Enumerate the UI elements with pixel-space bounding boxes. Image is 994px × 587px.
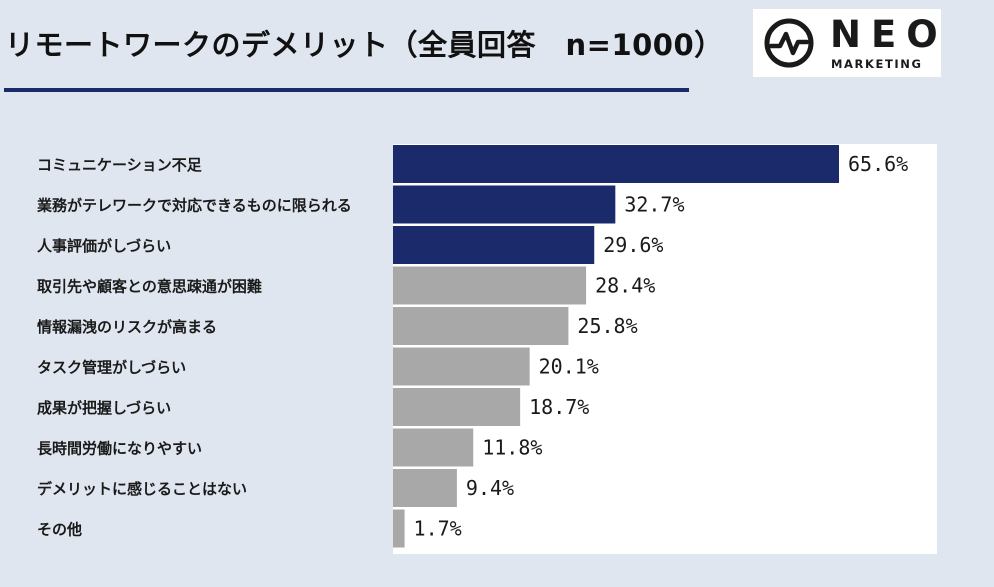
category-label-2: 人事評価がしづらい (37, 237, 171, 255)
bar-7 (393, 428, 474, 467)
value-label-5: 20.1% (539, 355, 599, 379)
logo-wordmark: NEO (830, 13, 948, 56)
value-label-3: 28.4% (595, 274, 655, 298)
value-label-0: 65.6% (848, 152, 908, 176)
bar-1 (393, 185, 616, 224)
pulse-circle-icon (764, 18, 814, 68)
value-label-7: 11.8% (482, 436, 542, 460)
neo-marketing-logo: NEO MARKETING (753, 9, 941, 77)
category-label-0: コミュニケーション不足 (37, 156, 203, 174)
value-label-9: 1.7% (414, 517, 462, 541)
bar-6 (393, 388, 521, 426)
bar-3 (393, 266, 587, 305)
bar-2 (393, 226, 595, 264)
category-label-5: タスク管理がしづらい (37, 359, 186, 377)
value-label-6: 18.7% (529, 395, 589, 419)
bar-5 (393, 347, 530, 386)
category-label-3: 取引先や顧客との意思疎通が困難 (37, 278, 262, 296)
category-label-9: その他 (37, 521, 82, 539)
category-label-7: 長時間労働になりやすい (37, 440, 202, 458)
value-label-8: 9.4% (466, 476, 514, 500)
bar-0 (393, 145, 839, 183)
bar-4 (393, 307, 569, 345)
value-label-4: 25.8% (577, 314, 637, 338)
value-label-2: 29.6% (603, 233, 663, 257)
logo-subtitle: MARKETING (831, 57, 923, 71)
category-label-6: 成果が把握しづらい (37, 399, 171, 417)
category-label-4: 情報漏洩のリスクが高まる (37, 318, 217, 336)
bar-9 (393, 509, 405, 548)
value-label-1: 32.7% (624, 193, 684, 217)
bar-8 (393, 469, 457, 507)
category-label-8: デメリットに感じることはない (37, 480, 247, 498)
category-label-1: 業務がテレワークで対応できるものに限られる (36, 197, 352, 215)
page-title: リモートワークのデメリット（全員回答 n=1000） (5, 28, 724, 62)
title-underline (4, 88, 689, 92)
